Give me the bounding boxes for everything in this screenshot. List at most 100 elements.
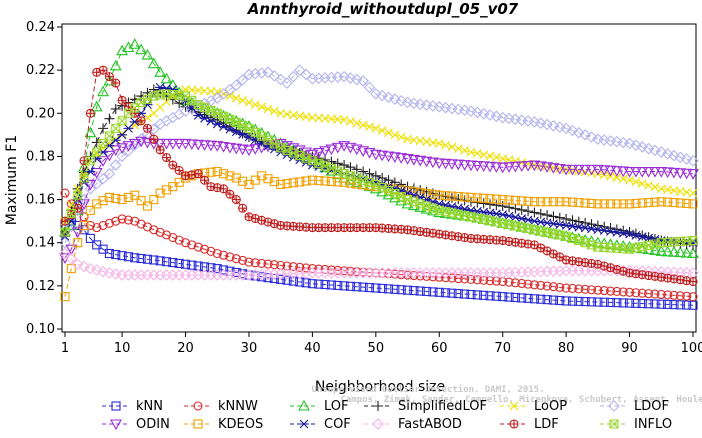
point-odin-10	[116, 143, 129, 154]
point-loop-32	[257, 102, 267, 112]
point-kdeos-37	[288, 178, 298, 188]
point-kdeos-78	[548, 197, 558, 207]
point-knnw-87	[605, 286, 616, 296]
point-ldof-100	[687, 154, 699, 167]
legend-label-simplifiedlof: SimplifiedLOF	[398, 399, 487, 414]
point-inflo-10	[117, 116, 127, 126]
point-knn-60	[434, 287, 444, 297]
point-loop-60	[434, 139, 444, 148]
legend-label-fastabod: FastABOD	[398, 417, 462, 432]
point-knn-84	[586, 297, 597, 307]
point-knnw-74	[523, 279, 533, 289]
point-knnw-90	[625, 287, 635, 297]
x-tick-label-1: 1	[61, 341, 69, 356]
point-odin-44	[331, 142, 344, 154]
point-knn-92	[637, 298, 647, 309]
point-knn-49	[364, 283, 375, 293]
point-inflo-7	[98, 138, 108, 149]
point-inflo-3	[73, 190, 83, 200]
point-knnw-63	[453, 273, 463, 284]
point-odin-99	[680, 168, 693, 180]
point-knnw-9	[111, 216, 121, 226]
x-tick-label-100: 100	[681, 341, 702, 356]
point-knnw-20	[180, 238, 191, 248]
point-knn-11	[123, 252, 133, 262]
series-line-ldof	[64, 69, 694, 243]
point-knn-87	[605, 297, 616, 308]
point-kdeos-33	[263, 174, 273, 184]
point-ldof-78	[547, 120, 560, 132]
point-loop-63	[453, 144, 463, 154]
point-cof-11	[123, 123, 134, 133]
legend-label-loop: LoOP	[534, 399, 567, 414]
point-ldof-24	[205, 94, 217, 107]
point-knn-23	[200, 262, 210, 272]
point-odin-52	[382, 151, 395, 163]
point-kdeos-70	[498, 195, 508, 205]
point-ldof-82	[573, 126, 585, 139]
point-knnw-17	[161, 230, 172, 240]
point-knnw-69	[491, 276, 501, 286]
point-knnw-83	[580, 284, 590, 294]
point-knn-14	[142, 254, 153, 264]
point-knn-16	[155, 256, 165, 266]
point-simplifiedlof-81	[567, 215, 578, 226]
point-knnw-88	[612, 286, 622, 297]
point-ldf-8	[104, 72, 114, 82]
point-odin-9	[109, 145, 122, 157]
point-odin-64	[458, 160, 471, 171]
point-ldf-28	[231, 195, 241, 205]
point-kdeos-9	[111, 193, 121, 204]
point-lof-17	[160, 72, 173, 84]
point-simplifiedlof-62	[446, 192, 457, 203]
point-kdeos-96	[663, 197, 673, 207]
point-knnw-18	[168, 232, 178, 243]
point-ldof-75	[528, 116, 541, 128]
point-knnw-42	[320, 264, 330, 275]
point-knnw-28	[231, 254, 241, 264]
point-ldof-90	[623, 137, 636, 150]
series-line-fastabod	[64, 253, 694, 276]
point-ldof-32	[255, 67, 268, 79]
point-odin-43	[325, 144, 338, 156]
point-kdeos-100	[688, 199, 698, 209]
point-ldf-9	[111, 78, 121, 88]
point-simplifiedlof-68	[485, 199, 496, 210]
point-ldof-28	[230, 79, 243, 92]
point-knnw-10	[117, 214, 127, 224]
point-knnw-31	[250, 258, 260, 268]
point-odin-96	[661, 167, 674, 179]
point-simplifiedlof-75	[529, 207, 540, 218]
legend-swatch-marker	[110, 419, 122, 431]
point-kdeos-63	[453, 192, 463, 202]
point-ldf-19	[174, 165, 184, 175]
point-ldof-98	[674, 151, 687, 164]
point-ldof-36	[281, 77, 293, 89]
point-lof-15	[147, 57, 160, 69]
point-knnw-6	[92, 223, 102, 233]
point-knn-78	[548, 295, 558, 305]
point-odin-24	[204, 140, 217, 152]
point-ldof-49	[363, 81, 376, 94]
legend-item-lof: LOF	[290, 399, 349, 414]
legend-label-knnw: kNNW	[218, 399, 258, 414]
point-knn-66	[472, 290, 482, 300]
point-knnw-23	[200, 244, 210, 254]
point-knnw-7	[98, 220, 108, 231]
point-kdeos-87	[605, 199, 616, 209]
point-odin-84	[585, 164, 598, 176]
point-knn-62	[447, 288, 457, 298]
point-odin-56	[407, 154, 420, 166]
point-kdeos-77	[542, 197, 552, 207]
point-kdeos-1	[60, 292, 70, 302]
point-knn-100	[688, 300, 698, 310]
point-kdeos-79	[555, 197, 565, 207]
legend: kNN kNNW LOF SimplifiedLOF LoOP LDOF ODIN KDEOS…	[102, 399, 672, 432]
point-ldf-15	[149, 134, 159, 144]
point-lof-99	[680, 246, 693, 258]
point-odin-29	[236, 144, 249, 156]
point-ldof-77	[541, 118, 553, 131]
point-odin-51	[376, 150, 389, 162]
point-odin-27	[223, 142, 236, 154]
point-ldf-27	[225, 189, 235, 199]
